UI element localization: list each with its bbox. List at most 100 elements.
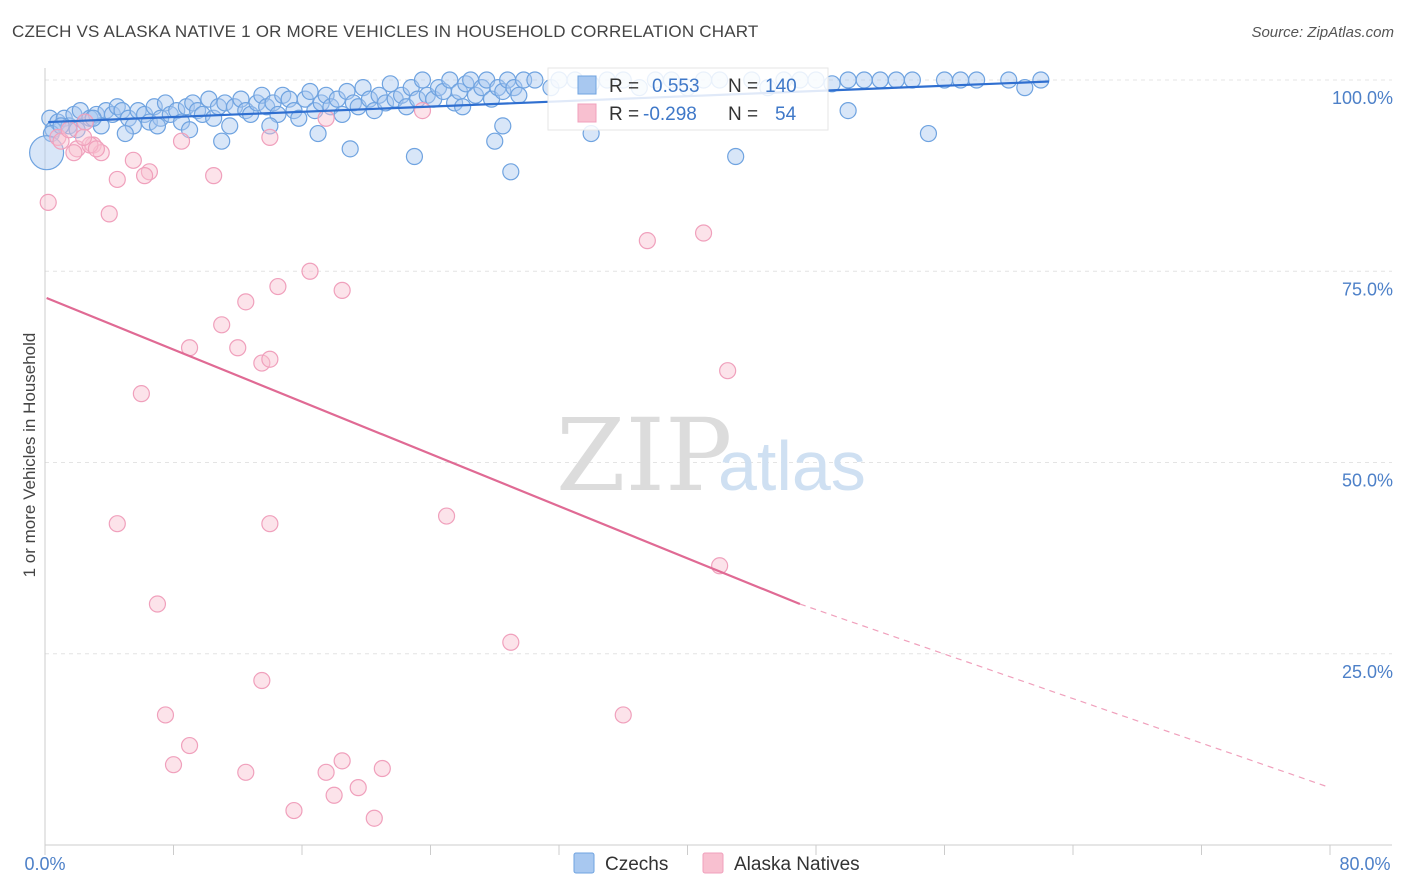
data-point-alaska-natives bbox=[253, 671, 271, 690]
data-point-czechs bbox=[216, 94, 234, 112]
stats-swatch-czechs bbox=[577, 75, 597, 95]
data-point-alaska-natives bbox=[694, 224, 713, 242]
stats-r-value-czechs: 0.553 bbox=[652, 76, 700, 97]
data-point-alaska-natives bbox=[317, 109, 335, 127]
data-point-alaska-natives bbox=[205, 167, 223, 185]
watermark-zip: ZIP bbox=[556, 397, 732, 514]
data-point-czechs bbox=[405, 147, 424, 166]
data-point-alaska-natives bbox=[237, 763, 255, 781]
data-point-czechs bbox=[903, 71, 921, 89]
trend-line-alaska-natives bbox=[46, 297, 801, 606]
data-point-czechs bbox=[441, 71, 459, 89]
data-point-czechs bbox=[486, 132, 504, 150]
y-tick-label: 50.0% bbox=[1342, 471, 1393, 491]
y-tick-label: 25.0% bbox=[1342, 662, 1393, 682]
stats-n-value-czechs: 140 bbox=[765, 76, 797, 97]
data-point-alaska-natives bbox=[365, 809, 383, 827]
series-czechs bbox=[29, 71, 1050, 181]
legend: Czechs Alaska Natives bbox=[573, 852, 860, 875]
data-point-alaska-natives bbox=[108, 170, 126, 189]
y-tick-label: 100.0% bbox=[1332, 88, 1393, 108]
x-tick-label: 0.0% bbox=[24, 854, 65, 874]
data-point-czechs bbox=[871, 71, 889, 89]
y-axis-label: 1 or more Vehicles in Household bbox=[20, 333, 39, 578]
chart-source: Source: ZipAtlas.com bbox=[1251, 24, 1394, 41]
data-point-alaska-natives bbox=[124, 151, 142, 169]
data-point-czechs bbox=[494, 117, 512, 135]
data-point-czechs bbox=[1000, 71, 1018, 89]
data-point-czechs bbox=[1032, 71, 1050, 89]
legend-label-alaska: Alaska Natives bbox=[734, 854, 860, 875]
data-point-alaska-natives bbox=[373, 759, 391, 778]
data-point-alaska-natives bbox=[148, 595, 167, 613]
data-point-alaska-natives bbox=[74, 128, 93, 146]
data-point-czechs bbox=[376, 94, 395, 112]
data-point-alaska-natives bbox=[349, 779, 367, 797]
data-point-czechs bbox=[341, 140, 359, 158]
data-point-alaska-natives bbox=[132, 385, 150, 403]
data-point-alaska-natives bbox=[333, 281, 351, 299]
data-point-czechs bbox=[454, 98, 472, 116]
data-point-alaska-natives bbox=[269, 277, 287, 296]
data-point-alaska-natives bbox=[87, 140, 106, 158]
series-alaska-natives bbox=[39, 101, 737, 827]
data-point-alaska-natives bbox=[229, 339, 247, 357]
data-point-czechs bbox=[839, 71, 857, 89]
data-point-czechs bbox=[290, 109, 308, 127]
data-point-czechs bbox=[84, 109, 102, 127]
legend-swatch-alaska bbox=[702, 852, 724, 874]
data-point-alaska-natives bbox=[39, 193, 57, 211]
data-point-czechs bbox=[301, 82, 319, 101]
x-tick-label: 80.0% bbox=[1339, 854, 1390, 874]
chart-title: CZECH VS ALASKA NATIVE 1 OR MORE VEHICLE… bbox=[12, 22, 759, 41]
data-point-czechs bbox=[221, 117, 239, 135]
data-point-alaska-natives bbox=[253, 354, 271, 372]
data-point-alaska-natives bbox=[108, 515, 126, 533]
stats-n-label-alaska: N = bbox=[728, 104, 758, 125]
watermark: ZIP atlas bbox=[556, 397, 866, 514]
data-point-alaska-natives bbox=[135, 167, 154, 185]
data-point-alaska-natives bbox=[437, 507, 456, 525]
data-point-czechs bbox=[510, 86, 528, 104]
data-point-alaska-natives bbox=[413, 101, 432, 120]
data-point-alaska-natives bbox=[614, 706, 632, 724]
data-point-alaska-natives bbox=[325, 786, 343, 804]
stats-swatch-alaska bbox=[577, 103, 597, 123]
data-point-alaska-natives bbox=[317, 763, 335, 781]
legend-swatch-czechs bbox=[573, 852, 595, 874]
data-point-czechs bbox=[148, 117, 167, 135]
data-point-alaska-natives bbox=[638, 232, 656, 250]
data-point-alaska-natives bbox=[164, 756, 183, 774]
x-tick-labels: 0.0% 80.0% bbox=[24, 854, 1390, 874]
data-point-czechs bbox=[839, 101, 857, 120]
data-point-czechs bbox=[887, 71, 905, 89]
data-point-alaska-natives bbox=[285, 801, 303, 820]
watermark-atlas: atlas bbox=[718, 427, 866, 505]
data-point-czechs bbox=[727, 147, 745, 166]
data-point-alaska-natives bbox=[100, 205, 118, 223]
stats-box: R = 0.553 N = 140 R = -0.298 N = 54 bbox=[547, 67, 829, 131]
y-tick-label: 75.0% bbox=[1342, 279, 1393, 299]
data-point-czechs bbox=[526, 71, 544, 89]
data-point-czechs-large bbox=[29, 135, 65, 171]
data-point-czechs bbox=[381, 75, 399, 93]
data-point-czechs bbox=[855, 71, 873, 89]
data-point-czechs bbox=[413, 71, 432, 89]
data-point-alaska-natives bbox=[76, 113, 94, 131]
data-point-alaska-natives bbox=[261, 350, 279, 368]
data-point-alaska-natives bbox=[65, 144, 83, 162]
data-point-alaska-natives bbox=[237, 293, 255, 311]
legend-label-czechs: Czechs bbox=[605, 854, 668, 875]
data-point-alaska-natives bbox=[502, 633, 520, 651]
stats-n-value-alaska: 54 bbox=[775, 104, 797, 125]
axes bbox=[44, 68, 1392, 855]
stats-r-value-alaska: -0.298 bbox=[643, 104, 697, 125]
data-point-czechs bbox=[502, 163, 520, 181]
data-point-czechs bbox=[919, 124, 938, 143]
data-point-czechs bbox=[116, 124, 134, 143]
y-tick-labels: 100.0% 75.0% 50.0% 25.0% bbox=[1332, 88, 1393, 682]
data-point-alaska-natives bbox=[301, 262, 319, 280]
stats-r-label-alaska: R = bbox=[609, 104, 639, 125]
data-point-alaska-natives bbox=[180, 736, 199, 755]
